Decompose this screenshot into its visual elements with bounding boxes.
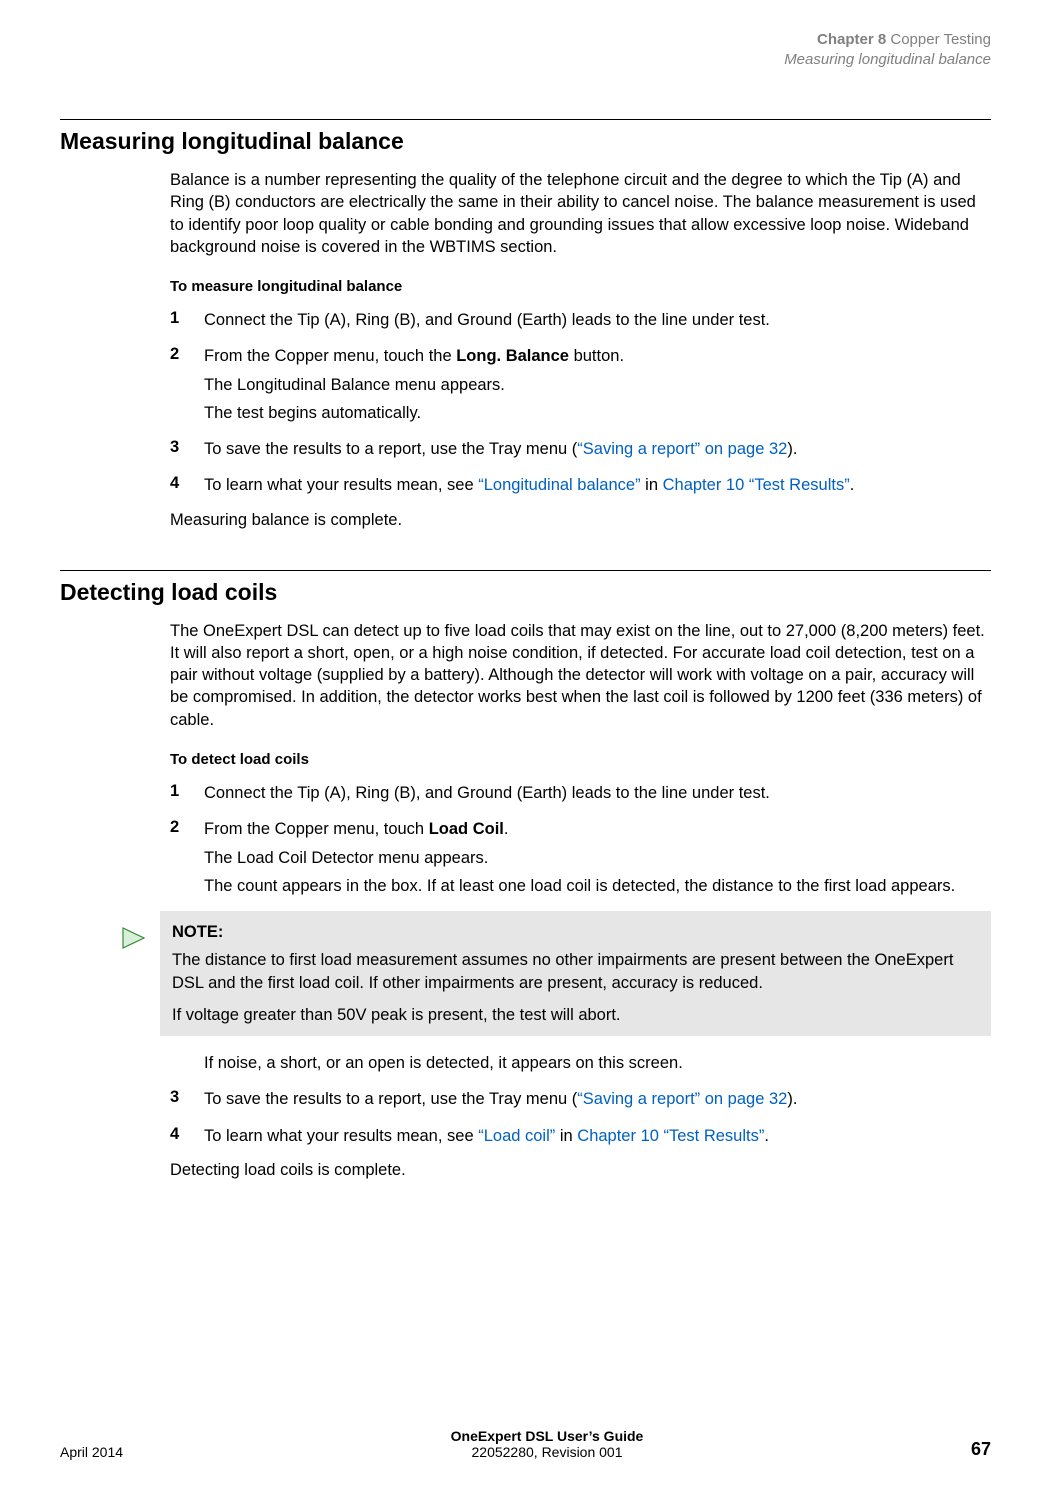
section-detecting-load-coils: Detecting load coils The OneExpert DSL c… [60,570,991,1180]
cross-ref-link[interactable]: Chapter 10 “Test Results” [577,1127,764,1145]
step-text-part: To learn what your results mean, see [204,1127,478,1145]
cross-ref-link[interactable]: “Longitudinal balance” [478,476,640,494]
footer-center: OneExpert DSL User’s Guide 22052280, Rev… [123,1428,971,1460]
step-number: 4 [170,474,204,496]
chapter-prefix: Chapter 8 [817,31,886,48]
running-header: Chapter 8 Copper Testing Measuring longi… [60,30,991,69]
closing-text: Detecting load coils is complete. [170,1161,991,1180]
step-2: 2 From the Copper menu, touch the Long. … [170,345,991,424]
step-text-part: From the Copper menu, touch the [204,347,456,365]
cross-ref-link[interactable]: “Saving a report” on page 32 [577,1090,787,1108]
ui-button-label: Load Coil [429,820,504,838]
chapter-label: Copper Testing [886,31,991,48]
step-3: 3 To save the results to a report, use t… [170,438,991,460]
section-title: Detecting load coils [60,579,991,606]
note-label: NOTE: [172,921,979,943]
step-text-part: in [555,1127,577,1145]
step-number: 1 [170,782,204,804]
step-text: Connect the Tip (A), Ring (B), and Groun… [204,309,991,331]
step-text-part: To learn what your results mean, see [204,476,478,494]
step-text-part: . [764,1127,769,1145]
step-text-part: From the Copper menu, touch [204,820,429,838]
section-title: Measuring longitudinal balance [60,128,991,155]
step-text: To learn what your results mean, see “Lo… [204,1125,991,1147]
section-measuring-balance: Measuring longitudinal balance Balance i… [60,119,991,530]
step-text-part: . [850,476,855,494]
step-text-part: To save the results to a report, use the… [204,1090,577,1108]
procedure-title: To measure longitudinal balance [170,278,991,295]
step-para: The Longitudinal Balance menu appears. [204,374,991,396]
step-number-blank [170,1052,204,1074]
step-number: 3 [170,1088,204,1110]
section-intro: The OneExpert DSL can detect up to five … [170,620,991,731]
step-text-part: . [504,820,509,838]
step-text-part: button. [569,347,624,365]
step-text: If noise, a short, or an open is detecte… [204,1052,991,1074]
footer-revision: 22052280, Revision 001 [123,1444,971,1460]
cross-ref-link[interactable]: “Saving a report” on page 32 [577,440,787,458]
step-text-part: To save the results to a report, use the… [204,440,577,458]
step-number: 2 [170,818,204,897]
section-divider [60,119,991,120]
step-1: 1 Connect the Tip (A), Ring (B), and Gro… [170,782,991,804]
step-4: 4 To learn what your results mean, see “… [170,1125,991,1147]
procedure-title: To detect load coils [170,751,991,768]
step-number: 3 [170,438,204,460]
section-intro: Balance is a number representing the qua… [170,169,991,258]
step-text: From the Copper menu, touch the Long. Ba… [204,345,991,424]
step-text-part: ). [787,440,797,458]
cross-ref-link[interactable]: “Load coil” [478,1127,555,1145]
step-1: 1 Connect the Tip (A), Ring (B), and Gro… [170,309,991,331]
ui-button-label: Long. Balance [456,347,569,365]
step-number: 1 [170,309,204,331]
step-text: Connect the Tip (A), Ring (B), and Groun… [204,782,991,804]
cross-ref-link[interactable]: Chapter 10 “Test Results” [663,476,850,494]
step-para: The test begins automatically. [204,402,991,424]
closing-text: Measuring balance is complete. [170,511,991,530]
step-text: To save the results to a report, use the… [204,1088,991,1110]
step-text-part: in [641,476,663,494]
step-text: To save the results to a report, use the… [204,438,991,460]
step-2: 2 From the Copper menu, touch Load Coil.… [170,818,991,897]
step-continuation: If noise, a short, or an open is detecte… [170,1052,991,1074]
step-number: 4 [170,1125,204,1147]
footer-date: April 2014 [60,1444,123,1460]
step-3: 3 To save the results to a report, use t… [170,1088,991,1110]
note-para: The distance to first load measurement a… [172,949,979,994]
page-footer: April 2014 OneExpert DSL User’s Guide 22… [60,1428,991,1460]
note-block: NOTE: The distance to first load measure… [120,911,991,1036]
step-para: The Load Coil Detector menu appears. [204,847,991,869]
section-divider [60,570,991,571]
step-text-part: ). [787,1090,797,1108]
step-para: The count appears in the box. If at leas… [204,875,991,897]
note-content: NOTE: The distance to first load measure… [160,911,991,1036]
step-text: To learn what your results mean, see “Lo… [204,474,991,496]
note-para: If voltage greater than 50V peak is pres… [172,1004,979,1026]
step-text: From the Copper menu, touch Load Coil. T… [204,818,991,897]
footer-guide-title: OneExpert DSL User’s Guide [123,1428,971,1444]
header-subtitle: Measuring longitudinal balance [60,50,991,70]
page-number: 67 [971,1439,991,1460]
step-4: 4 To learn what your results mean, see “… [170,474,991,496]
note-arrow-icon [120,911,160,956]
step-number: 2 [170,345,204,424]
